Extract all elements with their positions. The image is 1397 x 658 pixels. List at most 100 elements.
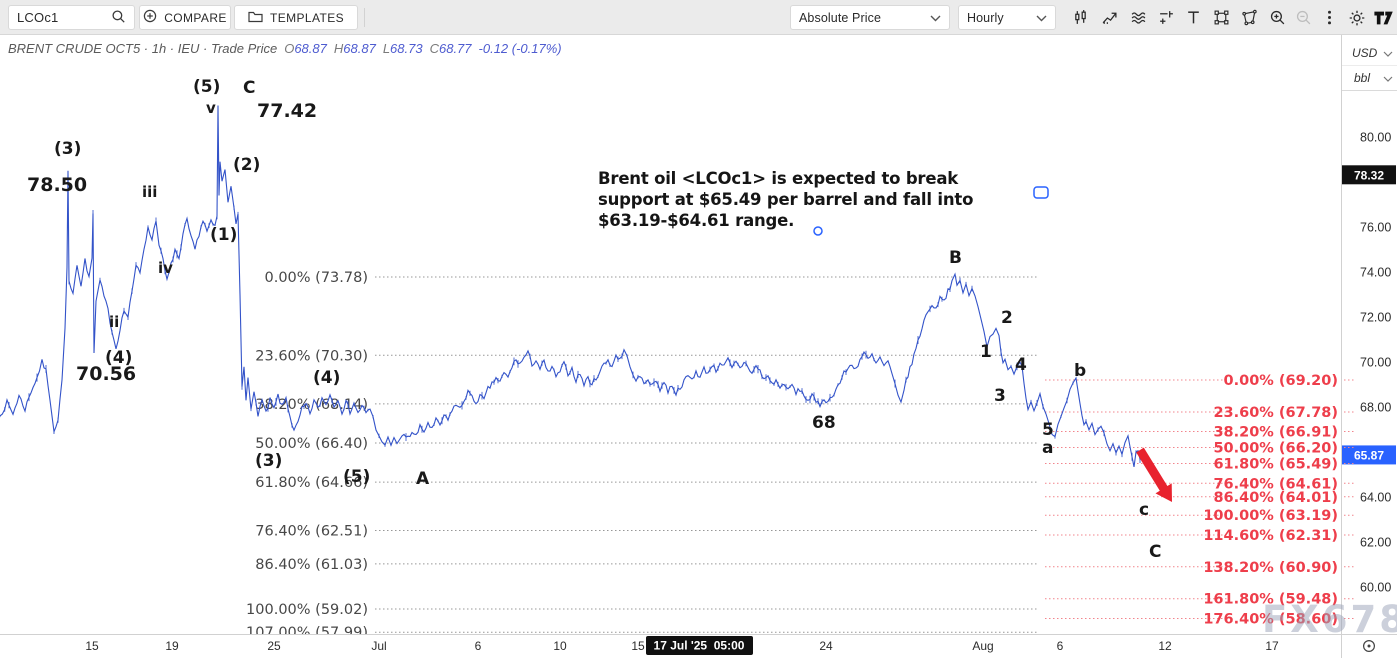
wave-label: (2) <box>233 155 260 175</box>
fib-label: 100.00% (59.02) <box>246 602 368 618</box>
price-series <box>0 105 1144 468</box>
text-tool-icon[interactable] <box>1181 6 1205 29</box>
annotation-anchor-square[interactable] <box>1033 186 1049 199</box>
ohlc-values: O68.87 H68.87 L68.73 C68.77 <box>277 41 471 56</box>
price-tick-label: 72.00 <box>1360 311 1391 325</box>
wave-label: iv <box>158 259 173 277</box>
settings-gear-icon[interactable] <box>1345 6 1369 29</box>
templates-button[interactable]: TEMPLATES <box>234 5 358 30</box>
compare-label: COMPARE <box>164 10 227 25</box>
wave-label: (3) <box>255 451 282 471</box>
unit-selector[interactable]: bbl <box>1354 71 1370 85</box>
wave-label: 2 <box>1001 308 1013 328</box>
templates-folder-icon <box>248 10 263 26</box>
annotation-line-1: Brent oil <LCOc1> is expected to break <box>598 169 959 188</box>
fib-label: 0.00% (69.20) <box>1224 373 1338 389</box>
price-change: -0.12 (-0.17%) <box>478 41 562 56</box>
watermark: FX678 <box>1262 598 1397 641</box>
ohlc-key: H <box>333 41 344 56</box>
fib-label: 38.20% (68.14) <box>255 397 368 413</box>
symbol-search-box[interactable]: LCOc1 <box>8 5 135 30</box>
wave-label: (1) <box>210 225 237 245</box>
fib-label: 114.60% (62.31) <box>1203 528 1338 544</box>
price-tick-label: 80.00 <box>1360 131 1391 145</box>
time-tick-label: 17 <box>1265 639 1279 653</box>
fib-retracement-right[interactable]: 0.00% (69.20) 23.60% (67.78) 38.20% (66.91… <box>1045 373 1338 628</box>
time-tick-label: 6 <box>1057 639 1064 653</box>
zoom-in-icon[interactable] <box>1265 6 1289 29</box>
time-tick-label: Aug <box>972 639 993 653</box>
wave-label: v <box>206 99 216 117</box>
wave-label: 1 <box>980 342 992 362</box>
price-tick-label: 76.00 <box>1360 221 1391 235</box>
interval-value: Hourly <box>967 10 1004 25</box>
text-annotation[interactable]: Brent oil <LCOc1> is expected to break s… <box>598 169 973 230</box>
annotation-line-2: support at $65.49 per barrel and fall in… <box>598 190 973 209</box>
symbol-info-line[interactable]: BRENT CRUDE OCT5 · 1h · IEU · Trade Pric… <box>8 41 562 56</box>
compare-button[interactable]: COMPARE <box>139 5 231 30</box>
symbol-input[interactable]: LCOc1 <box>17 10 59 25</box>
wave-label: A <box>416 469 430 489</box>
wave-label: a <box>1042 438 1053 458</box>
price-tick-label: 64.00 <box>1360 491 1391 505</box>
scroll-target-icon[interactable] <box>1362 639 1375 652</box>
time-tick-label: 15 <box>85 639 99 653</box>
interval-dropdown[interactable]: Hourly <box>958 5 1056 30</box>
fib-label: 23.60% (70.30) <box>255 348 368 364</box>
price-tick-label: 60.00 <box>1360 581 1391 595</box>
fib-label: 100.00% (63.19) <box>1203 508 1338 524</box>
down-arrow-annotation[interactable] <box>1136 447 1172 502</box>
wave-label: (5) <box>193 77 220 97</box>
wave-label: (3) <box>54 139 81 159</box>
chevron-down-icon <box>1383 76 1393 82</box>
waves-icon[interactable] <box>1126 6 1150 29</box>
crosshair-time-badge: 17 Jul '25 05:00 <box>646 636 753 655</box>
candlestick-style-icon[interactable] <box>1068 6 1092 29</box>
annotation-anchor-circle[interactable] <box>813 226 823 236</box>
fib-label: 61.80% (64.66) <box>255 475 368 491</box>
svg-text:78.32: 78.32 <box>1354 168 1384 182</box>
polygon-tool-icon[interactable] <box>1237 6 1261 29</box>
zoom-out-icon[interactable] <box>1291 6 1315 29</box>
price-axis-labels: 80.00 76.00 74.00 72.00 70.00 68.00 64.00 62.00… <box>1360 131 1391 595</box>
counter-price-badge: 78.32 <box>1342 165 1396 185</box>
time-tick-label: 10 <box>553 639 567 653</box>
price-line <box>0 105 1144 468</box>
more-options-icon[interactable] <box>1317 6 1341 29</box>
ohlc-value: 68.87 <box>294 41 327 56</box>
ohlc-value: 68.87 <box>343 41 376 56</box>
price-tick-label: 62.00 <box>1360 536 1391 550</box>
tradingview-logo[interactable] <box>1371 6 1397 29</box>
currency-selector[interactable]: USD <box>1352 46 1378 60</box>
wave-label: (5) <box>343 467 370 487</box>
fib-label: 176.40% (58.60) <box>1203 612 1338 628</box>
price-scale-dropdown[interactable]: Absolute Price <box>790 5 950 30</box>
time-axis-labels: 15 19 25 Jul 6 10 15 24 Aug 6 12 17 <box>85 639 1279 653</box>
elliott-wave-labels: (5) Cv 77.42(3)78.50 iii(2)(1)ivii(4)70.56(… <box>27 77 1161 562</box>
price-tick-label: 68.00 <box>1360 401 1391 415</box>
indicators-icon[interactable] <box>1097 6 1121 29</box>
wave-label: (4) <box>313 368 340 388</box>
wave-label: 70.56 <box>76 363 136 385</box>
fib-label: 50.00% (66.20) <box>1213 441 1338 457</box>
price-wicks <box>0 205 1141 463</box>
selection-tool-icon[interactable] <box>1209 6 1233 29</box>
fib-label: 50.00% (66.40) <box>255 436 368 452</box>
horizontal-line-tool-icon[interactable] <box>1154 6 1178 29</box>
time-tick-label: 25 <box>267 639 281 653</box>
templates-label: TEMPLATES <box>269 10 345 25</box>
wave-label: b <box>1074 361 1086 381</box>
fib-label: 76.40% (64.61) <box>1213 476 1338 492</box>
wave-label: 4 <box>1015 355 1027 375</box>
wave-label: iii <box>142 183 157 201</box>
annotation-line-3: $63.19-$64.61 range. <box>598 211 794 230</box>
toolbar-separator <box>364 8 365 27</box>
fib-label: 138.20% (60.90) <box>1203 560 1338 576</box>
chevron-down-icon <box>1383 51 1393 57</box>
fib-label: 0.00% (73.78) <box>265 270 369 286</box>
top-toolbar: LCOc1 COMPARE TEMPLATES <box>0 0 1397 35</box>
price-axis[interactable] <box>1341 35 1397 634</box>
